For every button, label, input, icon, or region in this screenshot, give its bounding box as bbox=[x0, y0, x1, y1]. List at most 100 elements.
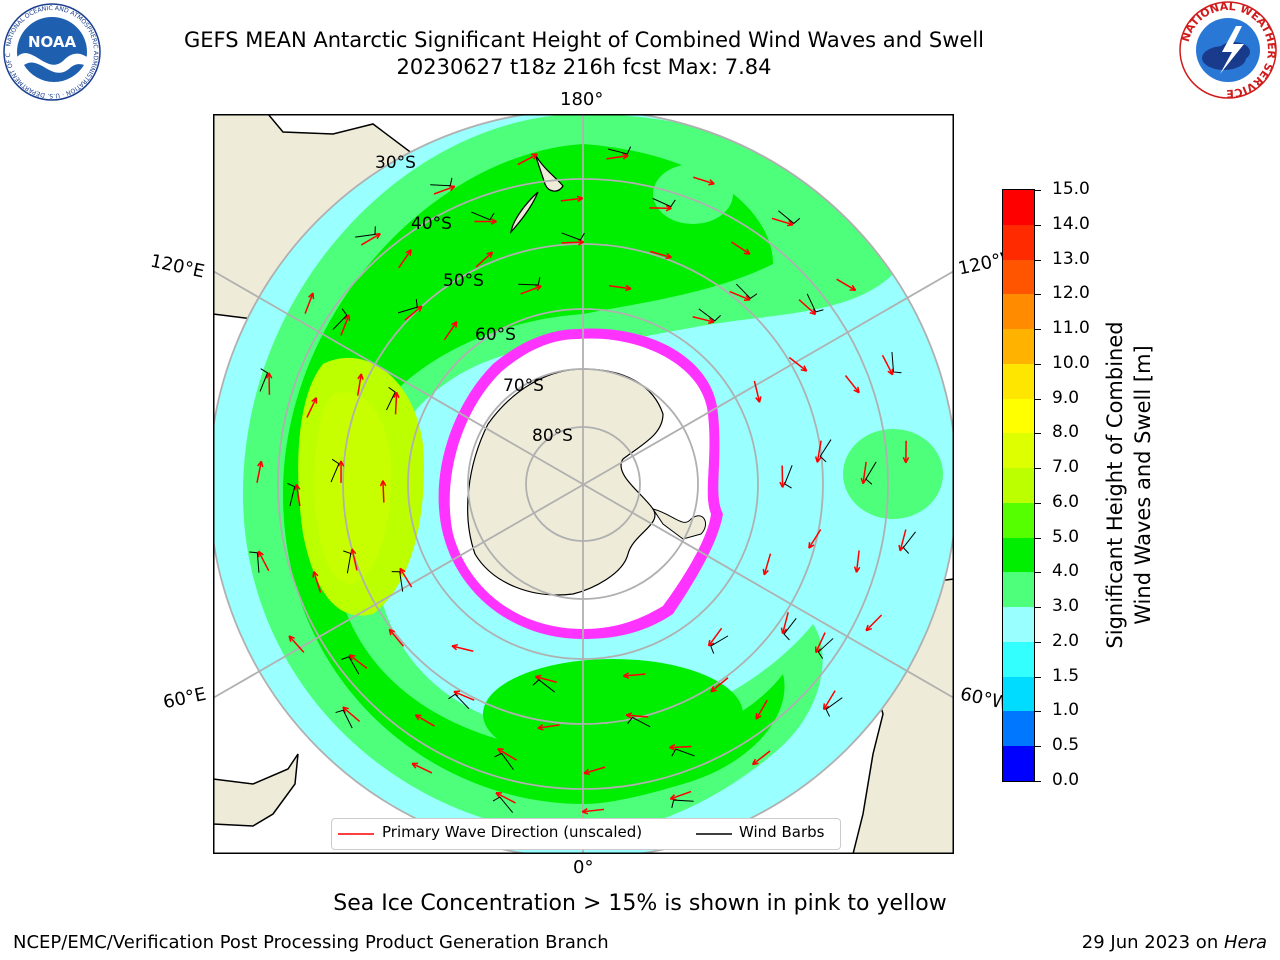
wave-arrow-head bbox=[779, 481, 784, 488]
wave-arrow-head bbox=[451, 645, 458, 651]
wave-arrow-head bbox=[625, 288, 632, 292]
wave-arrow bbox=[650, 250, 672, 259]
wave-arrow bbox=[844, 375, 860, 394]
wave-arrow bbox=[398, 249, 412, 269]
colorbar-tick-mark bbox=[1034, 468, 1041, 470]
wave-arrow-head bbox=[399, 567, 406, 573]
wave-arrow-head bbox=[710, 685, 715, 693]
wave-arrow-head bbox=[453, 691, 459, 697]
wave-arrow bbox=[520, 285, 542, 295]
wind-barb bbox=[671, 748, 695, 757]
wind-barb bbox=[784, 465, 793, 489]
wave-arrow bbox=[453, 690, 475, 701]
wave-arrow bbox=[356, 373, 363, 396]
wave-arrow bbox=[670, 790, 692, 800]
lon-label-120e: 120°E bbox=[148, 250, 207, 283]
colorbar-segment bbox=[1003, 711, 1034, 747]
colorbar-segment bbox=[1003, 224, 1034, 260]
wind-barb bbox=[891, 351, 902, 374]
wave-arrow-head bbox=[537, 727, 544, 731]
wave-arrow bbox=[692, 316, 715, 323]
wave-arrow bbox=[342, 706, 361, 723]
wave-arrow-head bbox=[707, 639, 711, 647]
wave-arrow bbox=[755, 699, 768, 720]
wave-arrow bbox=[781, 612, 789, 634]
wave-arrow-head bbox=[815, 648, 821, 654]
map-legend: Primary Wave Direction (unscaled) Wind B… bbox=[331, 818, 841, 850]
colorbar-tick-label: 12.0 bbox=[1052, 283, 1090, 304]
wave-arrow-head bbox=[536, 285, 542, 292]
wind-barb bbox=[652, 197, 676, 208]
wave-arrow-head bbox=[583, 772, 591, 776]
colorbar-tick-mark bbox=[1034, 502, 1041, 504]
wave-arrow-head bbox=[626, 712, 633, 716]
colorbar-tick-label: 3.0 bbox=[1052, 596, 1080, 617]
wave-arrow-head bbox=[376, 233, 381, 240]
lon-label-180: 180° bbox=[560, 89, 604, 110]
wave-arrow bbox=[862, 461, 867, 484]
lon-label-120w: 120°W bbox=[956, 249, 1006, 280]
wave-arrow bbox=[475, 251, 493, 268]
wave-arrow-head bbox=[450, 185, 456, 192]
colorbar-tick-label: 0.0 bbox=[1052, 770, 1080, 790]
colorbar-tick-mark bbox=[1034, 537, 1041, 539]
wave-arrow bbox=[497, 748, 517, 761]
wave-arrow bbox=[899, 529, 907, 552]
wind-barb bbox=[471, 211, 495, 221]
wave-arrow-head bbox=[902, 457, 907, 464]
wave-arrow-head bbox=[780, 627, 784, 634]
wave-arrow-head bbox=[337, 460, 342, 467]
wave-arrow-head bbox=[411, 763, 417, 769]
wave-arrow-head bbox=[669, 794, 676, 800]
wave-arrow-head bbox=[293, 484, 298, 491]
colorbar-tick-label: 1.5 bbox=[1052, 665, 1080, 686]
wave-arrow bbox=[451, 645, 474, 652]
colorbar-segment bbox=[1003, 641, 1034, 677]
colorbar-tick-mark bbox=[1034, 190, 1041, 191]
wave-arrow-head bbox=[295, 483, 301, 490]
wave-arrow-head bbox=[622, 154, 629, 160]
wave-arrow bbox=[855, 550, 860, 573]
wave-arrow-head bbox=[497, 748, 502, 755]
wave-arrow-head bbox=[308, 292, 314, 298]
wave-arrow-head bbox=[535, 284, 542, 287]
wave-arrow-head bbox=[399, 568, 402, 575]
wave-arrow bbox=[609, 284, 632, 290]
colorbar bbox=[1002, 189, 1035, 782]
colorbar-tick-mark bbox=[1034, 224, 1041, 226]
wave-arrow-head bbox=[855, 566, 861, 573]
wave-arrow-head bbox=[409, 249, 412, 256]
wave-arrow-head bbox=[743, 252, 750, 255]
wave-arrow-head bbox=[395, 392, 400, 399]
wave-arrow bbox=[415, 714, 435, 727]
colorbar-segment bbox=[1003, 537, 1034, 573]
colorbar-label: Significant Height of Combined Wind Wave… bbox=[1101, 321, 1157, 648]
wave-arrow-head bbox=[451, 644, 458, 647]
wave-arrow bbox=[560, 197, 583, 202]
wave-arrow bbox=[313, 571, 322, 593]
credit-date-text: 29 Jun 2023 on bbox=[1081, 932, 1224, 953]
wave-arrow bbox=[865, 614, 883, 632]
wave-arrow-head bbox=[762, 568, 766, 575]
wind-barb bbox=[698, 308, 721, 322]
wave-arrow bbox=[815, 632, 826, 653]
wind-barbs-legend-label: Wind Barbs bbox=[739, 823, 825, 841]
colorbar-tick-mark bbox=[1034, 294, 1041, 296]
wind-barb bbox=[391, 571, 404, 592]
wave-arrow-head bbox=[313, 571, 319, 577]
wave-arrow-head bbox=[708, 183, 715, 186]
colorbar-tick-label: 6.0 bbox=[1052, 491, 1080, 512]
wave-arrow-head bbox=[312, 292, 315, 300]
lat-label-80s: 80°S bbox=[532, 426, 573, 446]
wave-arrow bbox=[288, 635, 305, 653]
wave-arrow bbox=[257, 550, 270, 572]
wave-arrow bbox=[360, 233, 381, 246]
wave-arrow-head bbox=[490, 220, 497, 225]
wave-arrow bbox=[771, 217, 794, 226]
primary-wave-arrows bbox=[256, 153, 910, 815]
wave-arrow bbox=[394, 392, 398, 415]
map-title: GEFS MEAN Antarctic Significant Height o… bbox=[183, 28, 985, 52]
colorbar-tick-mark bbox=[1034, 746, 1041, 748]
wave-arrow-head bbox=[763, 569, 769, 576]
wave-arrow-head bbox=[360, 373, 364, 380]
